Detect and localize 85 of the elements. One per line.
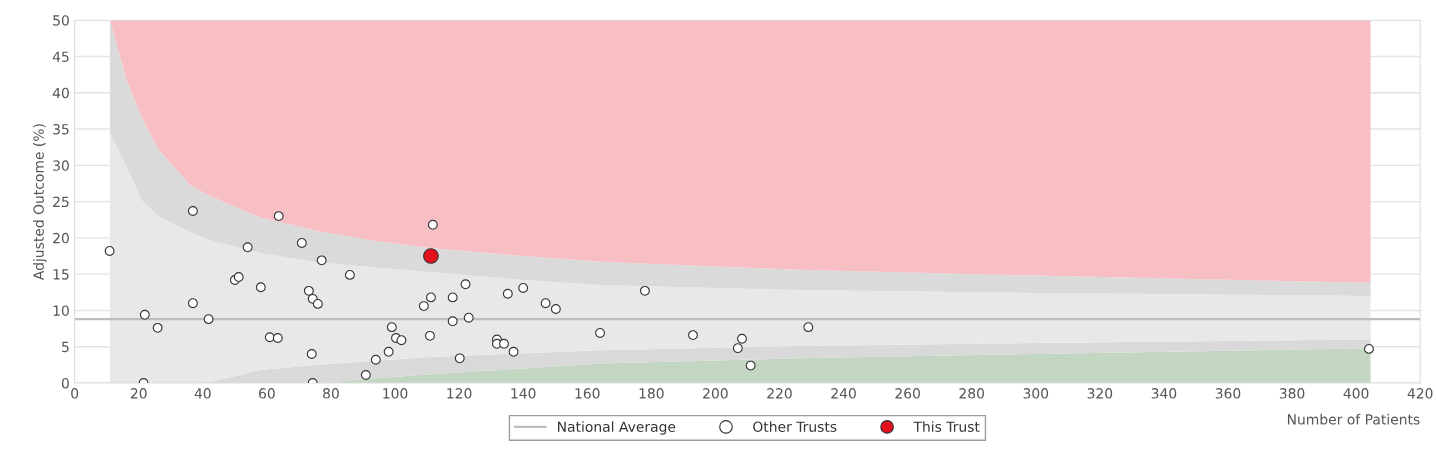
x-tick-label: 280 [959, 388, 985, 399]
point [396, 335, 407, 346]
legend-label: This Trust [913, 421, 980, 432]
point [255, 282, 266, 293]
point [233, 272, 244, 283]
point [303, 285, 314, 296]
x-tick-label: 120 [447, 388, 472, 399]
point [272, 333, 283, 343]
point [360, 370, 371, 380]
y-tick-label: 5 [62, 341, 69, 353]
point [296, 238, 307, 248]
point [427, 219, 438, 230]
x-tick-label: 80 [323, 388, 339, 399]
x-tick-label: 140 [511, 388, 536, 399]
y-tick-label: 45 [52, 51, 69, 62]
point [447, 316, 458, 327]
point [383, 346, 394, 357]
point [312, 298, 323, 309]
point [370, 354, 381, 365]
x-tick-label: 340 [1151, 388, 1177, 399]
point [1363, 343, 1374, 354]
legend-label: National Average [558, 421, 676, 435]
y-axis-title: Adjusted Outcome (%) [33, 124, 47, 281]
point [273, 211, 284, 222]
point [463, 312, 474, 323]
point [499, 338, 509, 349]
point [316, 255, 327, 266]
y-tick-label: 20 [53, 232, 69, 244]
point [386, 322, 397, 333]
point [508, 346, 519, 357]
point [454, 353, 465, 364]
point [688, 330, 698, 341]
point [518, 282, 529, 293]
point [425, 330, 435, 341]
y-tick-label: 50 [53, 15, 69, 26]
y-tick-label: 25 [53, 196, 69, 208]
point [418, 301, 429, 312]
point [203, 314, 214, 325]
x-tick-label: 320 [1087, 388, 1113, 399]
y-tick-label: 40 [52, 87, 69, 99]
x-tick-label: 360 [1215, 388, 1241, 399]
x-tick-label: 380 [1279, 388, 1305, 399]
x-tick-label: 100 [383, 388, 408, 399]
x-tick-label: 260 [895, 388, 920, 399]
point [803, 322, 814, 333]
point [447, 292, 458, 303]
point [344, 269, 355, 280]
point [639, 285, 650, 296]
x-tick-label: 200 [703, 388, 728, 399]
x-tick-label: 40 [194, 388, 211, 399]
point [550, 304, 561, 314]
x-tick-label: 0 [71, 388, 79, 399]
point [187, 206, 198, 216]
x-tick-label: 220 [767, 388, 792, 399]
y-tick-label: 30 [53, 160, 69, 171]
y-tick-label: 10 [53, 305, 69, 316]
x-tick-label: 60 [259, 388, 275, 399]
x-tick-label: 420 [1407, 388, 1433, 399]
y-tick-label: 35 [53, 124, 69, 135]
x-tick-label: 240 [831, 388, 856, 399]
point [242, 242, 253, 253]
point [139, 309, 150, 320]
point [187, 298, 198, 309]
y-tick-label: 0 [61, 377, 69, 389]
point [264, 332, 275, 343]
point [745, 360, 756, 371]
x-axis-title: Number of Patients [1287, 413, 1420, 425]
point [502, 288, 513, 299]
x-tick-label: 400 [1343, 388, 1369, 399]
x-tick-label: 20 [130, 388, 147, 399]
point [540, 298, 551, 309]
point [425, 292, 436, 303]
point [306, 349, 317, 359]
point [595, 327, 606, 338]
point [104, 245, 115, 256]
x-tick-label: 180 [639, 388, 664, 399]
point [737, 333, 747, 344]
legend-label: Other Trusts [753, 421, 837, 432]
point [423, 248, 439, 264]
x-tick-label: 160 [575, 388, 600, 399]
point [732, 343, 743, 354]
y-tick-label: 15 [53, 269, 69, 280]
point [152, 322, 163, 333]
point [460, 279, 471, 290]
x-tick-label: 300 [1023, 388, 1049, 399]
